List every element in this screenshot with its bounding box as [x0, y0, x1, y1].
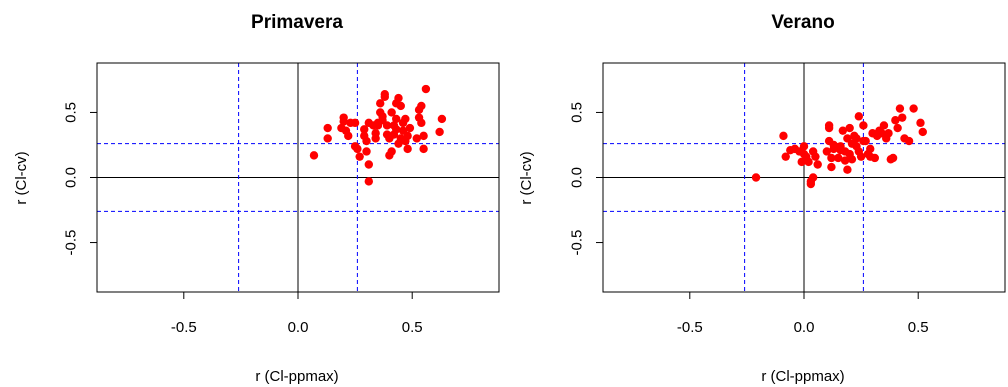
data-point: [808, 173, 818, 182]
data-point: [309, 151, 319, 160]
y-axis-label: r (Cl-cv): [13, 151, 30, 204]
data-point: [376, 99, 385, 108]
data-point: [392, 125, 401, 134]
data-point: [323, 134, 332, 143]
data-point: [856, 152, 866, 161]
data-point: [387, 108, 396, 117]
data-point: [360, 125, 369, 134]
data-point: [827, 153, 836, 163]
data-point: [854, 112, 864, 121]
data-point: [879, 121, 889, 130]
data-point: [898, 113, 907, 122]
data-point: [323, 123, 332, 133]
data-point: [350, 118, 360, 128]
data-point: [421, 84, 431, 94]
data-point: [364, 160, 374, 169]
data-point: [339, 113, 348, 122]
data-point: [394, 93, 403, 103]
x-tick-label: 0.5: [402, 319, 423, 336]
y-tick-label: 0.0: [63, 167, 80, 188]
data-point: [859, 121, 868, 130]
data-point: [419, 144, 428, 154]
data-point: [364, 177, 374, 186]
scatter-panel-verano: Verano r (Cl-ppmax) r (Cl-cv) -0.5 0.0 0.5…: [518, 12, 1006, 385]
data-point: [412, 134, 421, 143]
x-tick-label: 0.0: [288, 319, 309, 336]
data-point: [804, 157, 813, 167]
data-point: [811, 152, 820, 161]
data-point: [834, 153, 843, 163]
data-point: [916, 118, 925, 128]
chart-title: Verano: [771, 12, 834, 33]
data-point: [417, 101, 426, 111]
data-point: [344, 131, 353, 141]
data-point: [781, 152, 790, 161]
data-point: [893, 123, 902, 133]
x-axis-label: r (Cl-ppmax): [761, 368, 844, 385]
data-point: [904, 136, 914, 146]
data-point: [419, 131, 428, 141]
data-point: [909, 104, 918, 113]
data-point: [380, 90, 389, 99]
data-point: [870, 153, 880, 163]
data-point: [822, 147, 832, 156]
data-point: [813, 160, 822, 169]
data-point: [362, 136, 371, 146]
data-point: [827, 162, 836, 172]
data-point: [838, 126, 848, 135]
x-tick-label: 0.0: [794, 319, 815, 336]
data-point: [852, 134, 861, 143]
data-point: [845, 123, 854, 133]
data-point: [829, 140, 838, 150]
data-point: [847, 155, 857, 164]
scatter-panel-primavera: Primavera r (Cl-ppmax) r (Cl-cv) -0.5 0.0…: [13, 12, 500, 385]
data-point: [779, 131, 788, 141]
y-tick-label: 0.5: [63, 102, 80, 123]
data-point: [866, 144, 875, 154]
y-tick-label: 0.0: [569, 167, 586, 188]
x-tick-label: 0.5: [908, 319, 929, 336]
data-point: [417, 118, 426, 128]
data-point: [888, 153, 898, 163]
data-point: [918, 127, 927, 137]
data-point: [435, 127, 444, 137]
x-tick-label: -0.5: [171, 319, 197, 336]
data-point: [396, 101, 405, 111]
data-point: [405, 123, 415, 133]
data-point: [891, 116, 900, 125]
y-axis-label: r (Cl-cv): [518, 151, 535, 204]
data-point: [401, 114, 410, 124]
data-point: [378, 112, 387, 121]
data-point: [437, 114, 447, 124]
data-point: [362, 147, 371, 156]
x-axis-label: r (Cl-ppmax): [255, 368, 338, 385]
y-tick-label: -0.5: [569, 230, 586, 256]
data-point: [824, 121, 834, 130]
data-point: [895, 104, 905, 113]
data-point: [403, 131, 412, 141]
data-point: [884, 129, 893, 138]
y-tick-label: 0.5: [569, 102, 586, 123]
data-point: [371, 129, 380, 138]
data-point: [382, 121, 392, 130]
y-tick-label: -0.5: [63, 230, 80, 256]
data-point: [403, 144, 412, 154]
data-point: [392, 114, 401, 124]
data-point: [806, 179, 816, 189]
data-point: [387, 147, 396, 156]
data-point: [840, 156, 850, 165]
data-point: [799, 142, 809, 151]
x-tick-label: -0.5: [677, 319, 703, 336]
data-point: [355, 152, 364, 161]
data-point: [751, 173, 761, 182]
data-point: [353, 144, 362, 154]
data-point: [861, 136, 870, 146]
data-point: [843, 165, 852, 174]
chart-title: Primavera: [251, 12, 343, 33]
